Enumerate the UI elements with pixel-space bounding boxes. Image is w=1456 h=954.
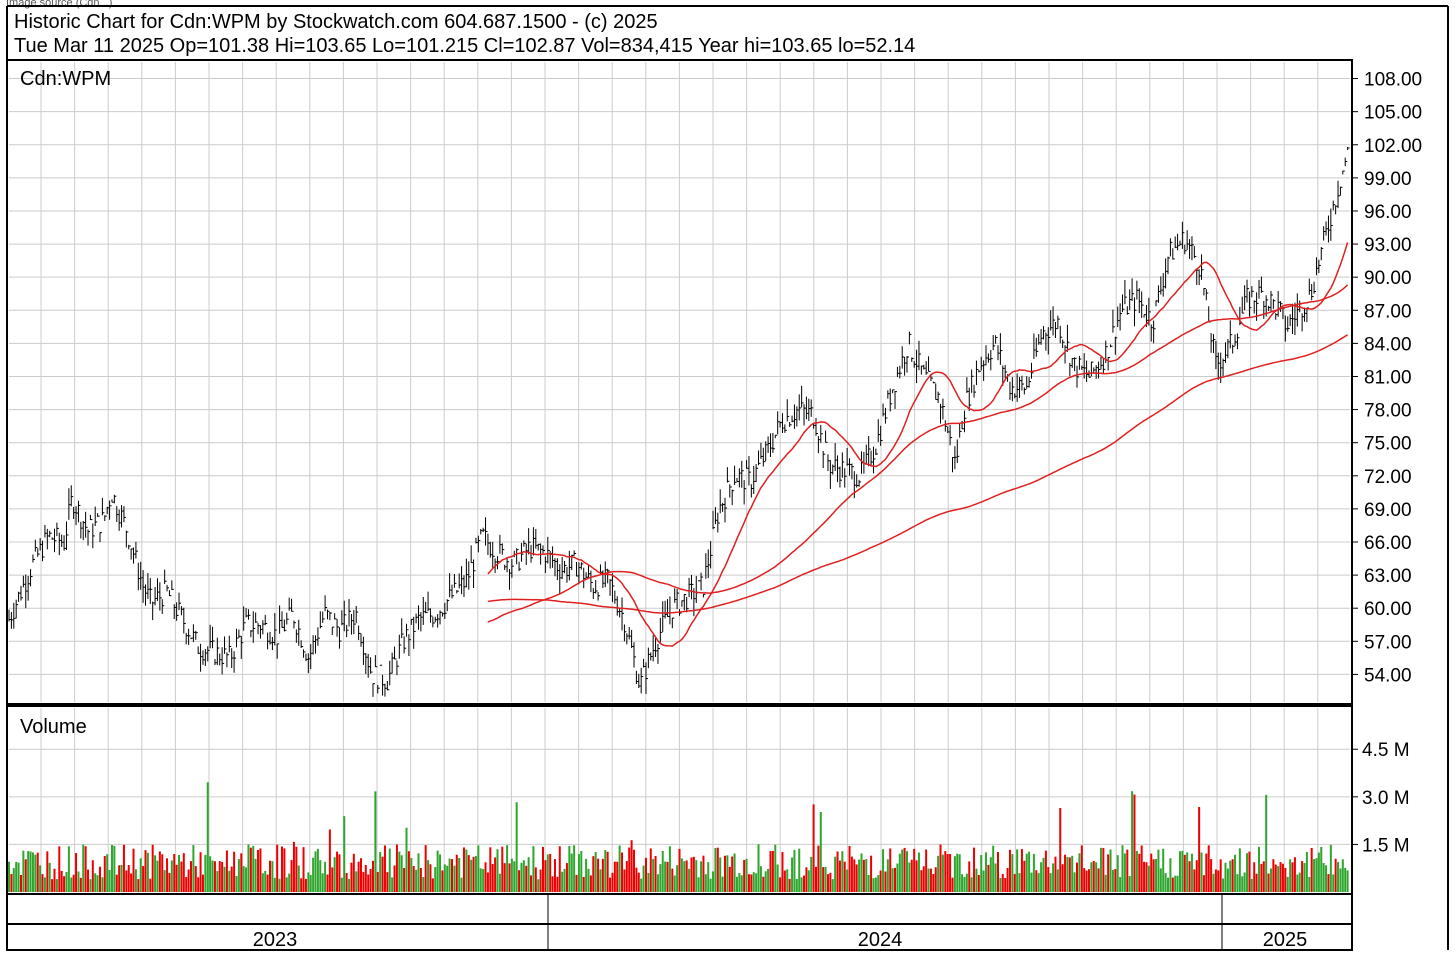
volume-axis-ticks: 4.5 M 3.0 M 1.5 M <box>1352 740 1410 856</box>
price-tick-label: 75.00 <box>1364 434 1412 455</box>
price-tick-label: 81.00 <box>1364 367 1412 388</box>
moving-average-line <box>487 334 1348 614</box>
quote-line: Tue Mar 11 2025 Op=101.38 Hi=103.65 Lo=1… <box>14 35 915 57</box>
price-tick-label: 105.00 <box>1364 103 1422 124</box>
volume-grid <box>9 708 1350 892</box>
price-tick-label: 108.00 <box>1364 70 1422 91</box>
price-tick-label: 84.00 <box>1364 334 1412 355</box>
volume-tick-label: 1.5 M <box>1362 835 1410 856</box>
volume-tick-label: 4.5 M <box>1362 740 1410 761</box>
year-label-2025: 2025 <box>1263 929 1308 951</box>
price-tick-label: 87.00 <box>1364 301 1412 322</box>
price-tick-label: 54.00 <box>1364 665 1412 686</box>
price-tick-label: 69.00 <box>1364 500 1412 521</box>
top-line-text: Image source (Cdn...) <box>6 0 112 9</box>
price-tick-label: 99.00 <box>1364 169 1412 190</box>
price-tick-label: 90.00 <box>1364 268 1412 289</box>
price-panel-label: Cdn:WPM <box>20 68 111 90</box>
volume-bars <box>8 782 1349 892</box>
price-tick-label: 57.00 <box>1364 632 1412 653</box>
price-axis-ticks: 108.00 105.00 102.00 99.00 96.00 93.00 90.00 87… <box>1352 70 1422 686</box>
price-tick-label: 72.00 <box>1364 467 1412 488</box>
year-label-2024: 2024 <box>858 929 903 951</box>
chart-title: Historic Chart for Cdn:WPM by Stockwatch… <box>14 11 658 33</box>
year-label-2023: 2023 <box>253 929 298 951</box>
price-tick-label: 78.00 <box>1364 401 1412 422</box>
volume-panel-label: Volume <box>20 716 87 738</box>
price-tick-label: 102.00 <box>1364 136 1422 157</box>
price-tick-label: 60.00 <box>1364 599 1412 620</box>
moving-average-line <box>487 284 1349 623</box>
time-axis-frame <box>6 893 1353 951</box>
moving-average-line <box>487 242 1349 647</box>
price-grid <box>9 62 1350 702</box>
price-bars <box>8 146 1350 697</box>
moving-average-lines <box>487 242 1349 647</box>
volume-tick-label: 3.0 M <box>1362 788 1410 809</box>
price-tick-label: 93.00 <box>1364 235 1412 256</box>
price-tick-label: 66.00 <box>1364 533 1412 554</box>
price-tick-label: 96.00 <box>1364 202 1412 223</box>
price-tick-label: 63.00 <box>1364 566 1412 587</box>
